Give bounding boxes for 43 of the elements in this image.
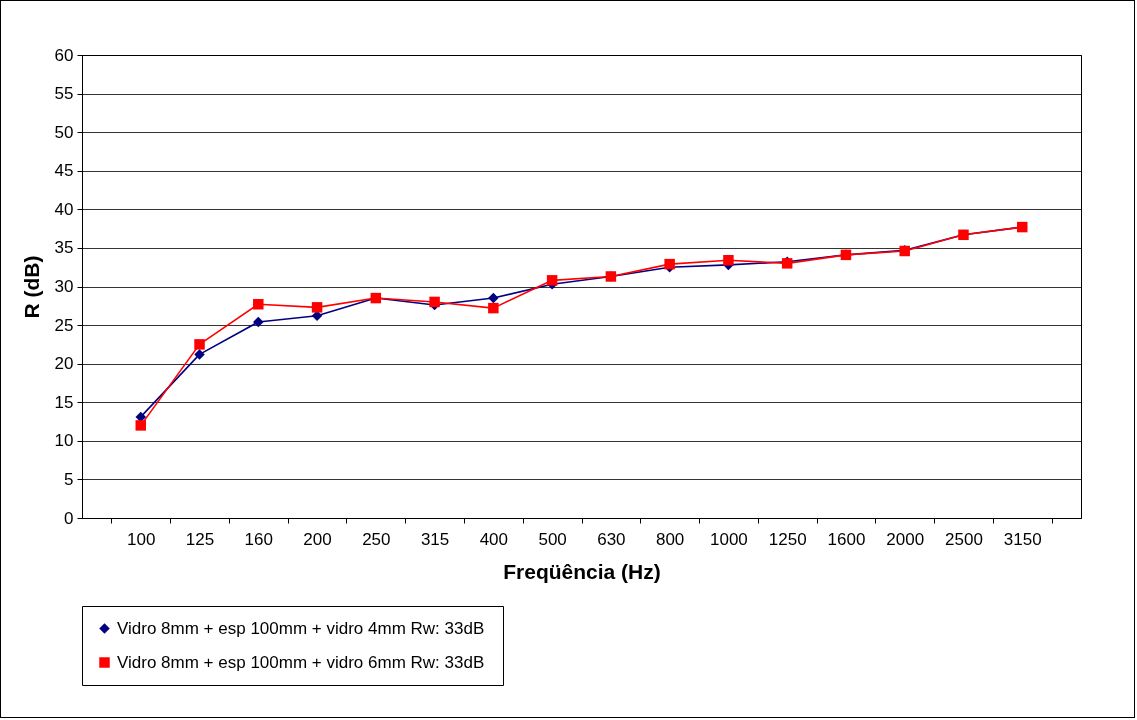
legend-label: Vidro 8mm + esp 100mm + vidro 6mm Rw: 33dB bbox=[117, 652, 485, 672]
x-tick-label: 125 bbox=[185, 529, 215, 549]
x-tick-label: 2000 bbox=[886, 529, 925, 549]
x-tick-label: 200 bbox=[303, 529, 332, 549]
y-tick-label: 30 bbox=[54, 277, 74, 296]
y-tick-label: 0 bbox=[64, 508, 74, 528]
x-tick-label: 1600 bbox=[827, 529, 866, 549]
x-tick-label: 400 bbox=[479, 529, 509, 549]
y-tick-label: 5 bbox=[64, 469, 74, 489]
x-tick-label: 100 bbox=[127, 529, 156, 549]
point bbox=[488, 302, 499, 314]
y-tick-label: 25 bbox=[54, 315, 74, 335]
point bbox=[311, 302, 323, 313]
x-tick-label: 3150 bbox=[1003, 529, 1042, 549]
point bbox=[135, 420, 147, 431]
x-tick-label: 2500 bbox=[945, 529, 983, 549]
y-tick-label: 20 bbox=[54, 354, 74, 374]
point bbox=[194, 339, 205, 350]
point bbox=[488, 292, 499, 304]
y-axis-title: R (dB) bbox=[19, 255, 43, 319]
point bbox=[723, 255, 734, 266]
x-tick-label: 500 bbox=[538, 529, 567, 549]
legend-label: Vidro 8mm + esp 100mm + vidro 4mm Rw: 33dB bbox=[117, 618, 485, 638]
x-tick-label: 160 bbox=[244, 529, 273, 549]
x-axis-title: Freqüência (Hz) bbox=[503, 559, 661, 583]
point bbox=[546, 275, 558, 286]
x-tick-label: 630 bbox=[597, 529, 626, 549]
y-tick-label: 55 bbox=[54, 84, 74, 104]
y-tick-label: 10 bbox=[54, 431, 74, 451]
y-tick-label: 50 bbox=[54, 122, 74, 142]
x-tick-label: 1250 bbox=[768, 529, 807, 549]
x-tick-label: 1000 bbox=[710, 529, 748, 549]
y-tick-label: 40 bbox=[54, 199, 74, 219]
point bbox=[253, 316, 264, 328]
x-tick-label: 800 bbox=[655, 529, 685, 549]
x-tick-label: 315 bbox=[420, 529, 450, 549]
y-tick-label: 45 bbox=[54, 161, 74, 181]
point bbox=[253, 299, 264, 310]
point bbox=[194, 349, 205, 360]
y-tick-label: 35 bbox=[54, 238, 74, 258]
y-tick-label: 60 bbox=[54, 45, 74, 65]
x-tick-label: 250 bbox=[362, 529, 391, 549]
y-tick-label: 15 bbox=[54, 392, 74, 412]
